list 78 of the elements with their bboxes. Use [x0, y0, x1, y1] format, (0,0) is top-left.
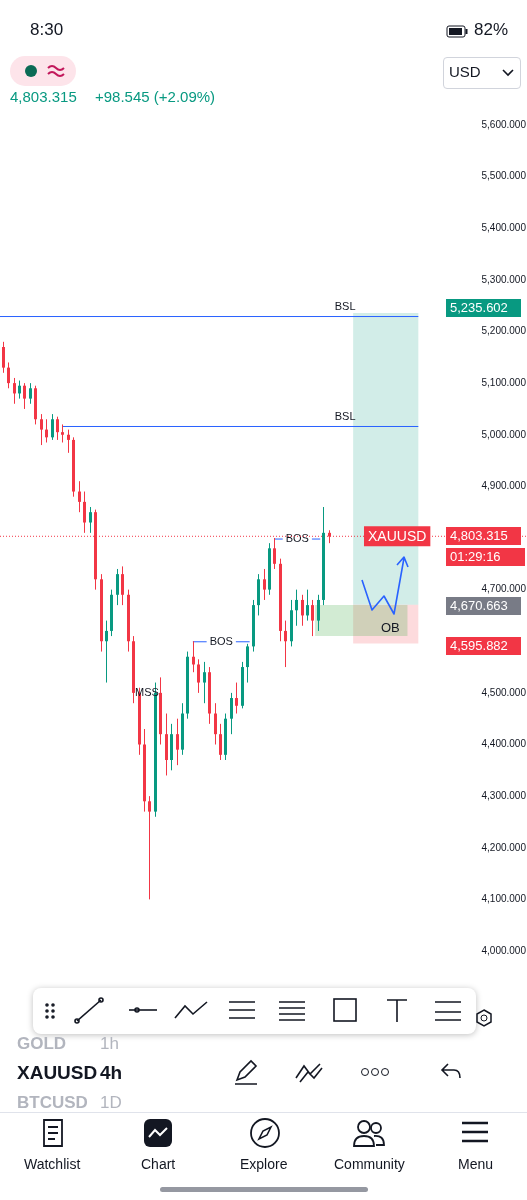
text: GOLD — [17, 1034, 67, 1054]
band-label: OB — [380, 620, 400, 636]
y-tick-label: 4,500.000 — [481, 686, 527, 698]
y-tick-label: 4,300.000 — [481, 789, 527, 801]
y-tick-label: 4,200.000 — [481, 841, 527, 853]
annotation: 01:29:16 — [446, 548, 525, 566]
ref-line-label: BOS — [209, 634, 233, 647]
text: 8:30 — [30, 20, 64, 40]
candlestick — [306, 589, 309, 622]
y-tick-label: 4,400.000 — [481, 738, 527, 750]
y-tick-label: 5,300.000 — [481, 273, 527, 285]
text: Community — [334, 1156, 405, 1172]
candlestick — [56, 416, 59, 441]
text: 4h — [100, 1062, 123, 1084]
ref-line-label: BOS — [285, 532, 309, 545]
y-tick-label: 5,500.000 — [481, 170, 527, 182]
candlestick — [121, 565, 124, 606]
text: Chart — [141, 1156, 176, 1172]
text: Explore — [240, 1156, 288, 1172]
y-tick-label: 4,000.000 — [481, 944, 527, 956]
candlestick — [148, 795, 151, 900]
candlestick — [273, 537, 276, 570]
candlestick — [2, 341, 5, 374]
candlestick — [197, 658, 200, 694]
y-tick-label: 4,100.000 — [481, 893, 527, 905]
candlestick — [83, 491, 86, 534]
candlestick — [311, 599, 314, 637]
y-tick-label: 5,000.000 — [481, 428, 527, 440]
y-tick-label: 4,700.000 — [481, 583, 527, 595]
candlestick — [7, 361, 10, 389]
candlestick — [176, 718, 179, 766]
candlestick — [40, 413, 43, 446]
ref-line-label: BSL — [334, 299, 356, 312]
candlestick — [61, 423, 64, 443]
y-tick-label: 4,900.000 — [481, 480, 527, 492]
candlestick — [78, 480, 81, 513]
candlestick — [45, 418, 48, 443]
text: XAUUSD — [17, 1062, 98, 1084]
text: Menu — [458, 1156, 494, 1172]
text: 1h — [100, 1034, 119, 1054]
text: USD — [449, 63, 481, 80]
text: +98.545 (+2.09%) — [95, 88, 216, 105]
y-tick-label: 5,100.000 — [481, 376, 527, 388]
y-tick-label: 5,600.000 — [481, 118, 527, 130]
candlestick — [192, 640, 195, 673]
candlestick — [295, 589, 298, 627]
ref-line-label: XAUUSD — [368, 528, 427, 545]
candlestick — [230, 692, 233, 735]
text: 1D — [100, 1093, 122, 1113]
candlestick — [284, 620, 287, 668]
y-tick-label: 5,400.000 — [481, 222, 527, 233]
annotation: 4,670.663 — [446, 597, 521, 615]
candlestick — [246, 643, 249, 684]
text: BTCUSD — [17, 1093, 88, 1113]
candlestick — [51, 413, 54, 441]
candlestick — [18, 380, 21, 400]
candlestick — [214, 702, 217, 745]
annotation: 4,803.315 — [446, 527, 521, 545]
candlestick — [203, 661, 206, 704]
annotation: 5,235.602 — [446, 299, 521, 317]
candlestick — [235, 682, 238, 715]
ref-line-label: BSL — [334, 409, 356, 422]
candlestick — [13, 377, 16, 405]
y-tick-label: 5,200.000 — [481, 325, 527, 337]
candlestick — [116, 568, 119, 606]
candlestick — [23, 382, 26, 410]
candlestick — [89, 506, 92, 534]
candlestick — [263, 568, 266, 601]
candlestick — [29, 382, 32, 405]
text: 82% — [474, 20, 509, 40]
candlestick — [301, 594, 304, 627]
candlestick — [105, 620, 108, 684]
candlestick — [317, 594, 320, 632]
candlestick — [67, 429, 70, 454]
candlestick — [219, 723, 222, 761]
annotation: 4,595.882 — [446, 637, 521, 655]
text: 4,803.315 — [10, 88, 77, 105]
text: Watchlist — [24, 1156, 81, 1172]
